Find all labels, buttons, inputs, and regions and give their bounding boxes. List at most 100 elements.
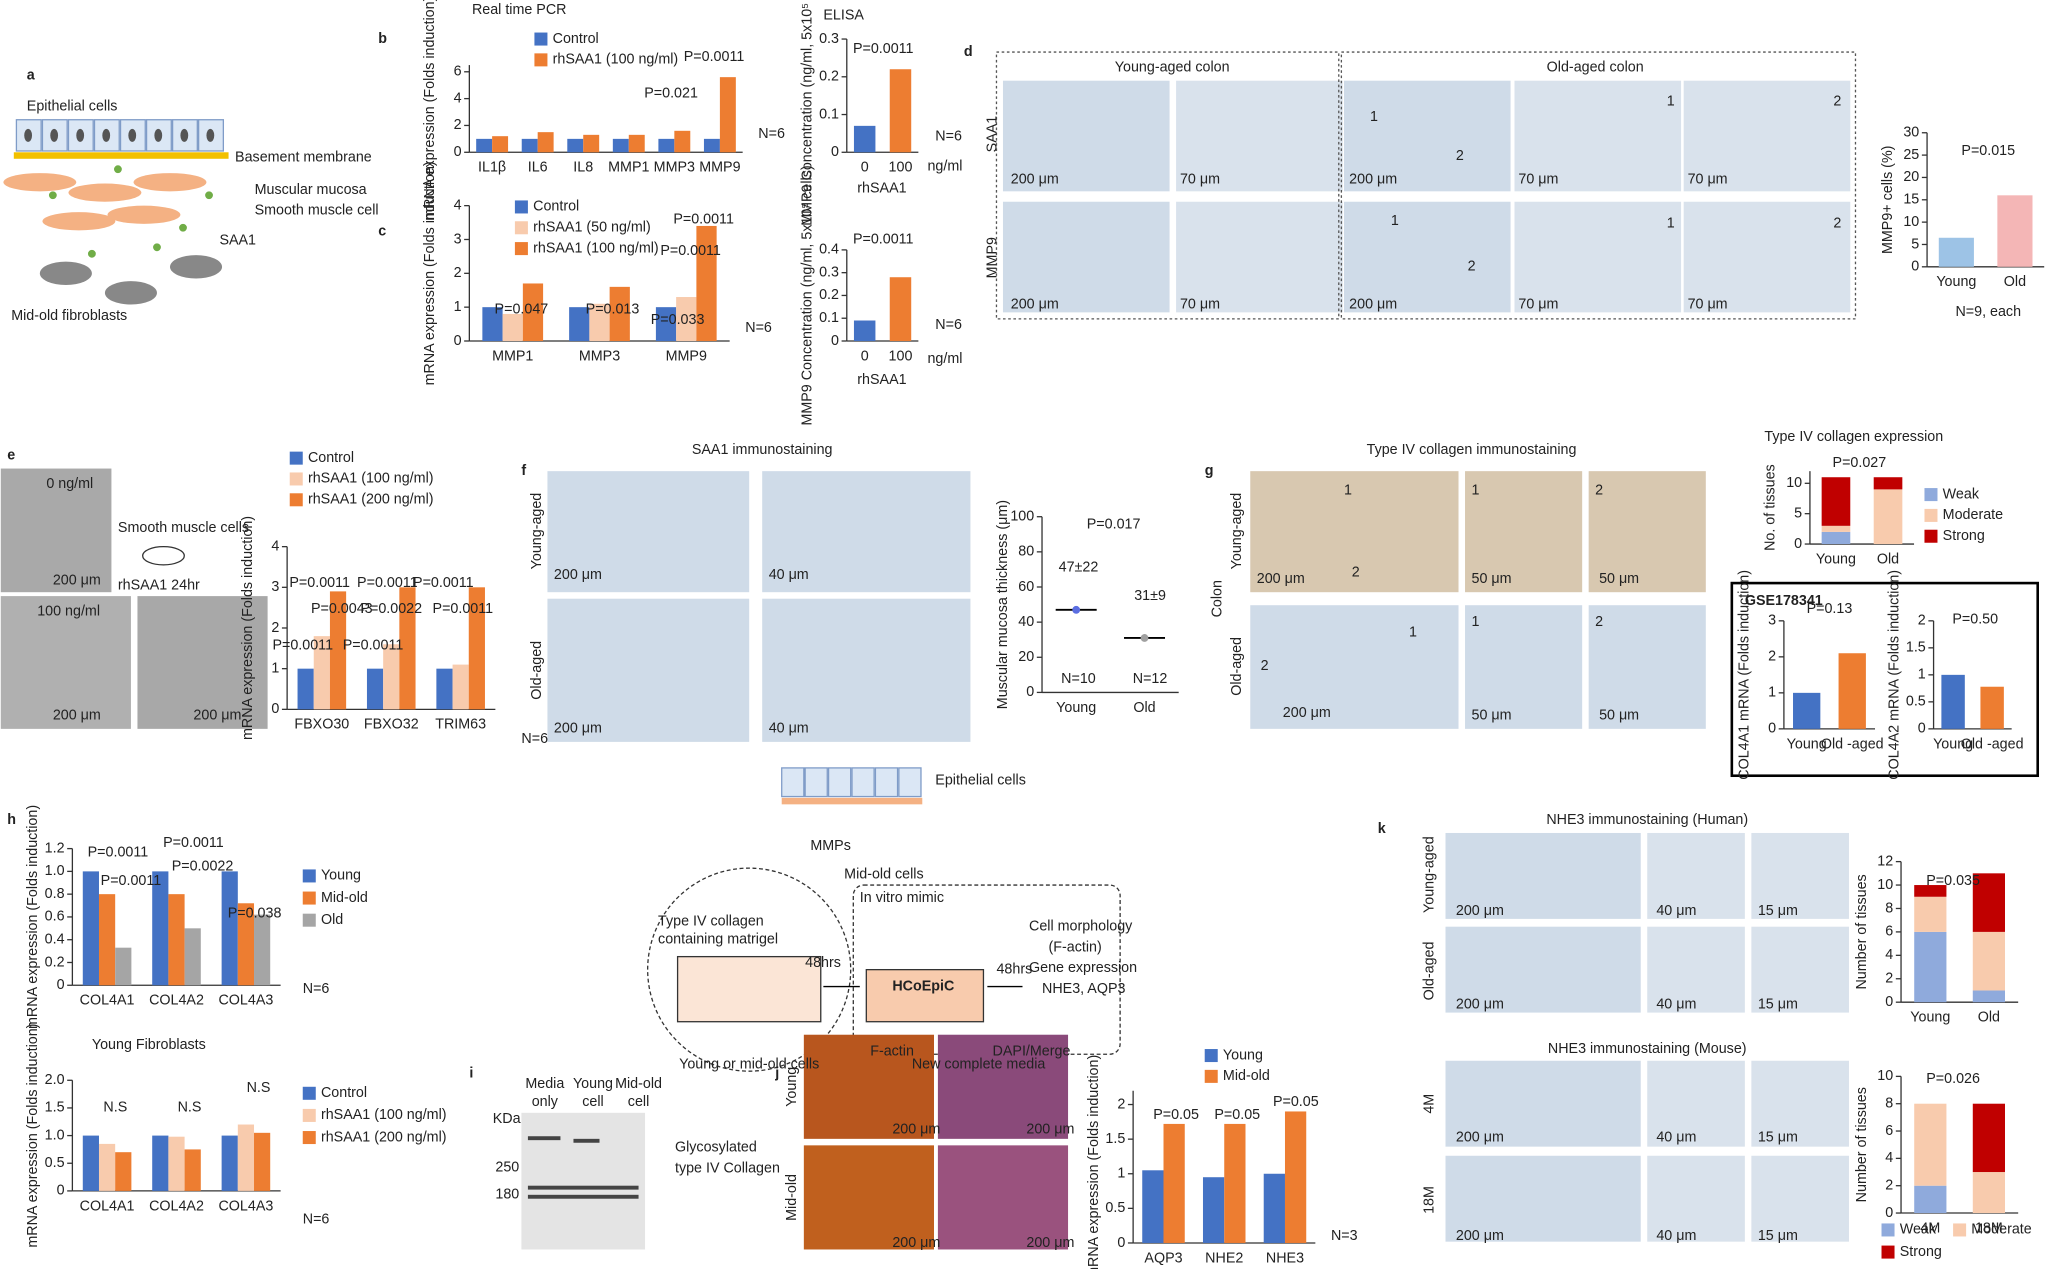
label: 200 μm — [1456, 1129, 1504, 1145]
saa1-dot — [87, 249, 96, 258]
annotation: P=0.0011 — [88, 844, 149, 860]
bar — [1972, 1172, 2005, 1214]
bar — [583, 134, 600, 153]
legend-swatch — [302, 1131, 316, 1145]
annotation: N=3 — [1331, 1228, 1358, 1244]
annotation: P=0.047 — [495, 302, 549, 318]
y-tick-label: 2 — [1885, 1177, 1893, 1193]
y-tick-label: 0 — [831, 333, 839, 349]
y-tick-label: 0.5 — [45, 1155, 65, 1171]
bar — [1142, 1170, 1164, 1243]
y-tick-label: 0.2 — [819, 287, 839, 303]
legend-label: rhSAA1 (200 ng/ml) — [308, 492, 434, 508]
nucleus — [50, 128, 59, 142]
y-tick-label: 0 — [454, 333, 462, 349]
label: HCoEpiC — [892, 978, 954, 994]
x-tick-label: COL4A2 — [149, 1198, 204, 1214]
y-tick-label: 2 — [1918, 613, 1926, 629]
y-tick-label: 2 — [454, 117, 462, 133]
label: 200 μm — [1456, 997, 1504, 1013]
image-panel — [1176, 80, 1343, 192]
annotation: 47±22 — [1059, 559, 1099, 575]
y-tick-label: 0.3 — [819, 31, 839, 47]
y-tick-label: 0.3 — [819, 264, 839, 280]
bar — [1793, 692, 1821, 729]
label: 50 μm — [1599, 571, 1639, 587]
y-axis-label: MMP9 Concentration (ng/ml, 5x10⁵ cells) — [800, 165, 816, 425]
y-tick-label: 1.5 — [1105, 1131, 1125, 1147]
label: Old-aged colon — [1547, 59, 1644, 75]
image-panel — [1445, 1155, 1641, 1242]
y-axis-label: mRNA expression (Folds induction) — [25, 1024, 41, 1248]
x-tick-label: MMP9 — [699, 160, 740, 176]
annotation: P=0.0011 — [853, 41, 914, 57]
label: 200 μm — [1349, 296, 1397, 312]
label: 200 μm — [554, 567, 602, 583]
y-tick-label: 1.0 — [45, 1127, 65, 1143]
y-tick-label: 5 — [1794, 505, 1802, 521]
y-tick-label: 8 — [1885, 1095, 1893, 1111]
label: 15 μm — [1758, 1129, 1798, 1145]
label: 15 μm — [1758, 903, 1798, 919]
annotation: N=6 — [745, 320, 772, 336]
image-panel — [762, 598, 971, 742]
image-panel — [781, 797, 923, 805]
label: 70 μm — [1518, 296, 1558, 312]
fibroblast — [39, 261, 92, 286]
legend-label: rhSAA1 (50 ng/ml) — [533, 220, 651, 236]
x-tick-label: MMP3 — [579, 348, 620, 364]
label: KDa — [493, 1111, 521, 1127]
y-tick-label: 40 — [1018, 614, 1034, 630]
image-panel — [803, 1145, 934, 1250]
label: only — [532, 1094, 559, 1110]
label: SAA1 immunostaining — [692, 442, 833, 458]
y-tick-label: 2.0 — [45, 1072, 65, 1088]
image-panel — [1465, 605, 1583, 729]
image-panel — [762, 471, 971, 593]
label: 70 μm — [1688, 296, 1728, 312]
dish-circle — [647, 867, 852, 1072]
bar — [184, 928, 201, 986]
label: Young-aged — [529, 493, 545, 570]
bar — [1284, 1111, 1307, 1243]
bar — [676, 297, 697, 342]
annotation: N=12 — [1133, 671, 1168, 687]
image-panel — [1647, 832, 1745, 919]
y-tick-label: 0.5 — [1906, 694, 1926, 710]
y-axis-label: mRNA expression (Folds induction) — [1086, 1055, 1102, 1269]
label: 200 μm — [554, 721, 602, 737]
bar — [1914, 896, 1947, 932]
y-tick-label: 8 — [1885, 900, 1893, 916]
x-tick-label: COL4A1 — [80, 993, 135, 1009]
label: 1 — [1667, 93, 1675, 109]
label: 200 μm — [1349, 171, 1397, 187]
label: Old-aged — [529, 641, 545, 700]
annotation: N=10 — [1061, 671, 1096, 687]
y-tick-label: 2 — [1117, 1096, 1125, 1112]
image-panel — [0, 468, 112, 593]
bar — [1914, 931, 1947, 1003]
y-axis-label: mRNA expression (Folds induction) — [422, 161, 438, 385]
legend-swatch — [534, 53, 548, 67]
label: h — [7, 812, 16, 828]
x-tick-label: Old — [1978, 1010, 2000, 1026]
legend-label: Weak — [1900, 1222, 1937, 1238]
nucleus — [102, 128, 111, 142]
annotation: P=0.0011 — [684, 49, 745, 65]
legend-label: Moderate — [1971, 1222, 2031, 1238]
bar — [1997, 195, 2033, 267]
annotation: P=0.0011 — [413, 575, 474, 591]
bar — [492, 136, 509, 153]
x-tick-label: IL8 — [573, 160, 593, 176]
label: Young or mid-old cells — [679, 1056, 819, 1072]
bar — [98, 1143, 116, 1191]
y-tick-label: 0.8 — [45, 886, 65, 902]
image-panel — [804, 767, 828, 798]
legend-label: Young — [1223, 1047, 1263, 1063]
label: 70 μm — [1518, 171, 1558, 187]
legend-label: Control — [321, 1085, 367, 1101]
label: 1 — [1667, 216, 1675, 232]
legend-label: rhSAA1 (100 ng/ml) — [321, 1107, 447, 1123]
image-panel — [13, 152, 229, 159]
